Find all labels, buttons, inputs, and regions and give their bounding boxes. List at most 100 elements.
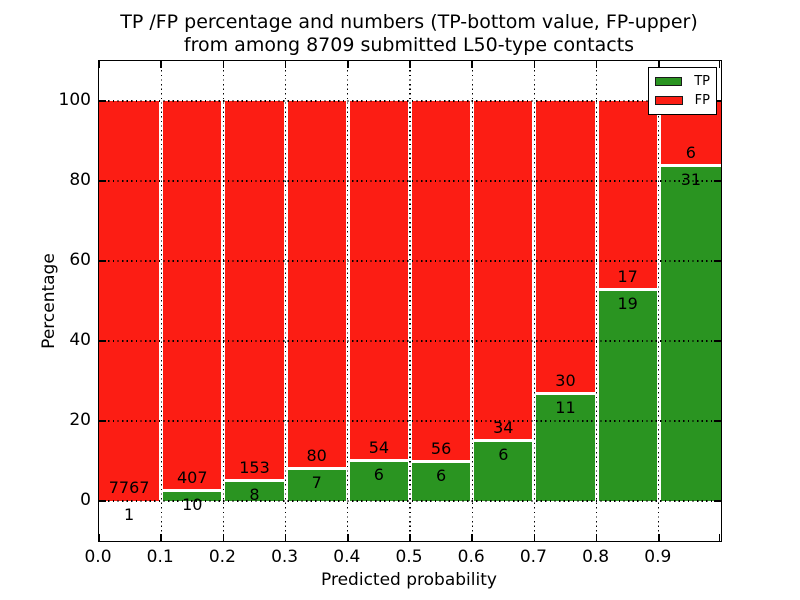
fp-bar-segment <box>225 101 284 482</box>
v-gridline <box>222 61 225 541</box>
stacked-bar: 407 10 <box>163 101 222 514</box>
tp-bar-segment <box>287 468 346 501</box>
y-tick-mark <box>99 500 106 502</box>
v-gridline <box>471 61 473 541</box>
chart-title-line2: from among 8709 submitted L50-type conta… <box>183 34 635 56</box>
x-tick-mark <box>347 61 349 68</box>
y-tick-mark <box>714 180 721 182</box>
legend-entry: TP <box>655 75 710 88</box>
stacked-bar: 7767 1 <box>99 101 160 523</box>
x-tick-mark <box>284 534 287 541</box>
y-tick-label: 100 <box>58 90 91 110</box>
y-tick-mark <box>99 100 106 102</box>
x-tick-mark <box>160 534 162 541</box>
legend-label: TP <box>694 74 710 90</box>
tp-count-label: 19 <box>617 293 638 313</box>
stacked-bar: 17 19 <box>598 101 657 501</box>
fp-bar-segment <box>287 101 346 469</box>
x-tick-mark <box>595 534 598 541</box>
fp-bar-segment <box>349 101 408 461</box>
v-gridline <box>596 61 598 541</box>
fp-count-label: 30 <box>555 370 576 390</box>
fp-bar-segment <box>163 101 222 492</box>
chart-title: TP /FP percentage and numbers (TP-bottom… <box>98 11 720 57</box>
tp-bar-segment <box>536 393 595 501</box>
stacked-bar: 34 6 <box>474 101 533 501</box>
x-tick-mark <box>471 534 473 541</box>
tp-bar-segment <box>412 462 471 501</box>
tp-count-label: 10 <box>182 495 203 515</box>
segment-separator <box>660 163 721 167</box>
x-tick-label: 0.7 <box>519 547 547 567</box>
x-tick-mark <box>471 61 473 68</box>
x-tick-mark <box>222 61 225 68</box>
v-gridline <box>347 61 349 541</box>
x-tick-mark <box>595 61 598 68</box>
tp-count-label: 7 <box>311 472 322 492</box>
stacked-bar: 54 6 <box>349 101 408 501</box>
stacked-bar: 6 31 <box>660 101 721 501</box>
x-tick-label: 0.1 <box>146 547 174 567</box>
x-tick-label: 0.2 <box>208 547 236 567</box>
y-tick-mark <box>99 260 106 262</box>
tp-bar-segment <box>598 289 657 501</box>
tp-count-label: 6 <box>436 466 447 486</box>
tp-bar-segment <box>474 441 533 501</box>
y-tick-mark <box>99 340 106 342</box>
x-tick-mark <box>98 534 100 541</box>
y-tick-label: 80 <box>69 170 91 190</box>
tp-count-label: 11 <box>555 397 576 417</box>
fp-count-label: 80 <box>306 445 327 465</box>
x-tick-mark <box>284 61 287 68</box>
tp-count-label: 1 <box>124 504 135 524</box>
fp-count-label: 6 <box>685 142 696 162</box>
fp-count-label: 17 <box>617 266 638 286</box>
x-tick-mark <box>409 534 411 541</box>
y-tick-mark <box>714 420 721 422</box>
x-tick-label: 0.9 <box>644 547 672 567</box>
x-tick-mark <box>718 534 721 541</box>
legend-label: FP <box>694 92 710 108</box>
fp-bar-segment <box>99 101 160 501</box>
fp-count-label: 407 <box>177 468 208 488</box>
legend-entry: FP <box>655 94 710 107</box>
v-gridline <box>658 61 660 541</box>
x-tick-label: 0.5 <box>395 547 423 567</box>
tp-bar-segment <box>660 165 721 501</box>
x-tick-mark <box>160 61 162 68</box>
x-tick-label: 0.8 <box>582 547 610 567</box>
segment-separator <box>225 479 284 483</box>
v-gridline <box>533 61 536 541</box>
y-tick-mark <box>99 420 106 422</box>
segment-separator <box>163 489 222 493</box>
tp-count-label: 31 <box>680 169 702 189</box>
tp-count-label: 8 <box>249 485 260 505</box>
segment-separator <box>536 391 595 395</box>
legend: TP FP <box>648 67 717 115</box>
x-tick-mark <box>658 534 660 541</box>
stacked-bar: 80 7 <box>287 101 346 501</box>
fp-bar-segment <box>536 101 595 394</box>
stacked-bar: 56 6 <box>412 101 471 501</box>
tp-count-label: 6 <box>498 445 509 464</box>
x-tick-label: 0.6 <box>457 547 485 567</box>
fp-bar-segment <box>598 101 657 290</box>
stacked-bar: 153 8 <box>225 101 284 505</box>
tp-bar-segment <box>349 461 408 501</box>
x-tick-mark <box>718 61 721 68</box>
x-tick-label: 0.4 <box>333 547 361 567</box>
x-tick-label: 0.3 <box>271 547 299 567</box>
segment-separator <box>349 459 408 462</box>
x-tick-mark <box>222 534 225 541</box>
segment-separator <box>287 466 346 470</box>
fp-bar-segment <box>412 101 471 463</box>
segment-separator <box>598 287 657 291</box>
y-tick-mark <box>714 100 721 102</box>
x-tick-mark <box>533 61 536 68</box>
y-tick-mark <box>714 340 721 342</box>
y-tick-label: 60 <box>69 250 91 270</box>
y-tick-label: 20 <box>69 410 91 430</box>
x-tick-mark <box>347 534 349 541</box>
tp-count-label: 6 <box>373 465 384 484</box>
